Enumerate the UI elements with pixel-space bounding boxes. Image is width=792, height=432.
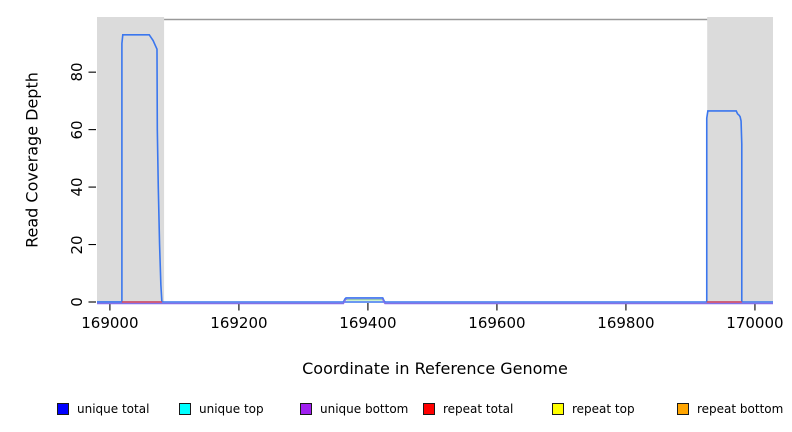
legend-swatch-unique-bottom: [300, 403, 312, 415]
x-tick-label: 170000: [726, 314, 784, 332]
x-tick-label: 169200: [210, 314, 268, 332]
repeat-region: [707, 17, 773, 302]
legend-swatch-unique-top: [179, 403, 191, 415]
legend-label: repeat top: [572, 402, 635, 416]
x-tick-label: 169400: [339, 314, 397, 332]
x-tick-label: 169600: [468, 314, 526, 332]
x-tick-label: 169800: [597, 314, 655, 332]
legend-item-unique-bottom: unique bottom: [300, 399, 408, 419]
y-axis-title: Read Coverage Depth: [22, 72, 42, 248]
legend-swatch-repeat-top: [552, 403, 564, 415]
y-tick-label: 20: [68, 234, 86, 255]
legend-swatch-repeat-bottom: [677, 403, 689, 415]
legend-label: repeat bottom: [697, 402, 784, 416]
legend-label: unique top: [199, 402, 264, 416]
legend-swatch-unique-total: [57, 403, 69, 415]
y-tick-label: 0: [68, 297, 86, 307]
legend-label: unique bottom: [320, 402, 409, 416]
legend-item-repeat-top: repeat top: [552, 399, 635, 419]
y-tick-label: 60: [68, 120, 86, 140]
legend-item-unique-total: unique total: [57, 399, 149, 419]
y-tick-label: 80: [68, 62, 86, 82]
series-line-unique-total: [97, 34, 163, 303]
x-tick-label: 169000: [81, 314, 139, 332]
x-axis-title: Coordinate in Reference Genome: [302, 359, 568, 378]
legend-item-repeat-bottom: repeat bottom: [677, 399, 783, 419]
legend-swatch-repeat-total: [423, 403, 435, 415]
repeat-region: [97, 17, 165, 302]
legend-label: unique total: [77, 402, 150, 416]
legend-label: repeat total: [443, 402, 514, 416]
legend-item-unique-top: unique top: [179, 399, 264, 419]
legend-item-repeat-total: repeat total: [423, 399, 513, 419]
legend: unique total unique top unique bottom repea…: [0, 399, 792, 421]
y-tick-label: 40: [68, 177, 86, 197]
series-line-unique-total: [705, 110, 743, 302]
